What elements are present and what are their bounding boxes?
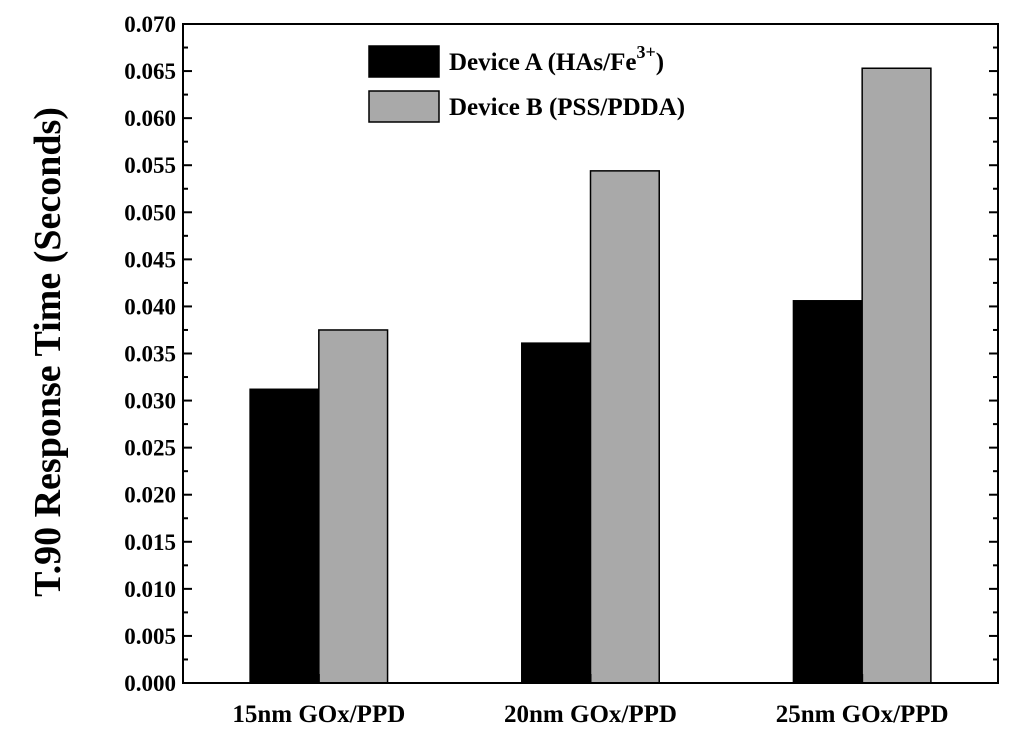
legend-swatch-series2 <box>368 90 440 123</box>
plot-frame <box>182 23 999 684</box>
bar-series2-1 <box>318 329 389 684</box>
y-tick-label: 0.020 <box>124 483 176 508</box>
y-tick-label: 0.035 <box>124 342 176 367</box>
y-tick-label: 0.015 <box>124 530 176 555</box>
bar-series1-2 <box>521 342 592 684</box>
bar-series1-1 <box>249 388 320 684</box>
x-category-label: 25nm GOx/PPD <box>776 701 949 728</box>
y-tick-label: 0.065 <box>124 59 176 84</box>
y-tick-label: 0.050 <box>124 200 176 225</box>
bar-series1-3 <box>792 300 863 684</box>
y-tick-label: 0.005 <box>124 624 176 649</box>
y-tick-label: 0.010 <box>124 577 176 602</box>
legend-label-suffix: ) <box>656 49 664 76</box>
x-category-label: 15nm GOx/PPD <box>232 701 405 728</box>
y-tick-label: 0.025 <box>124 436 176 461</box>
y-axis: 0.000 0.005 0.010 0.015 0.020 0.025 0.030 0.035… <box>124 12 998 696</box>
bars-group <box>249 67 932 684</box>
y-tick-label: 0.040 <box>124 294 176 319</box>
legend-superscript: 3+ <box>636 42 655 62</box>
y-tick-label: 0.000 <box>124 671 176 696</box>
y-axis-title: T.90 Response Time (Seconds) <box>27 107 69 597</box>
x-category-label: 20nm GOx/PPD <box>504 701 677 728</box>
y-tick-label: 0.060 <box>124 106 176 131</box>
legend-label-text: Device B (PSS/PDDA) <box>449 94 685 121</box>
legend: Device A (HAs/Fe3+) Device B (PSS/PDDA) <box>368 42 685 123</box>
bar-series2-3 <box>861 67 932 684</box>
legend-label-series1: Device A (HAs/Fe3+) <box>449 42 664 76</box>
y-tick-label: 0.045 <box>124 247 176 272</box>
legend-swatch-series1 <box>368 45 440 78</box>
y-tick-label: 0.070 <box>124 12 176 37</box>
legend-label-series2: Device B (PSS/PDDA) <box>449 94 685 121</box>
bar-series2-2 <box>589 170 660 684</box>
y-tick-label: 0.030 <box>124 389 176 414</box>
x-axis: 15nm GOx/PPD 20nm GOx/PPD 25nm GOx/PPD <box>232 674 949 728</box>
y-tick-label: 0.055 <box>124 153 176 178</box>
legend-label-text: Device A (HAs/Fe <box>449 49 636 76</box>
